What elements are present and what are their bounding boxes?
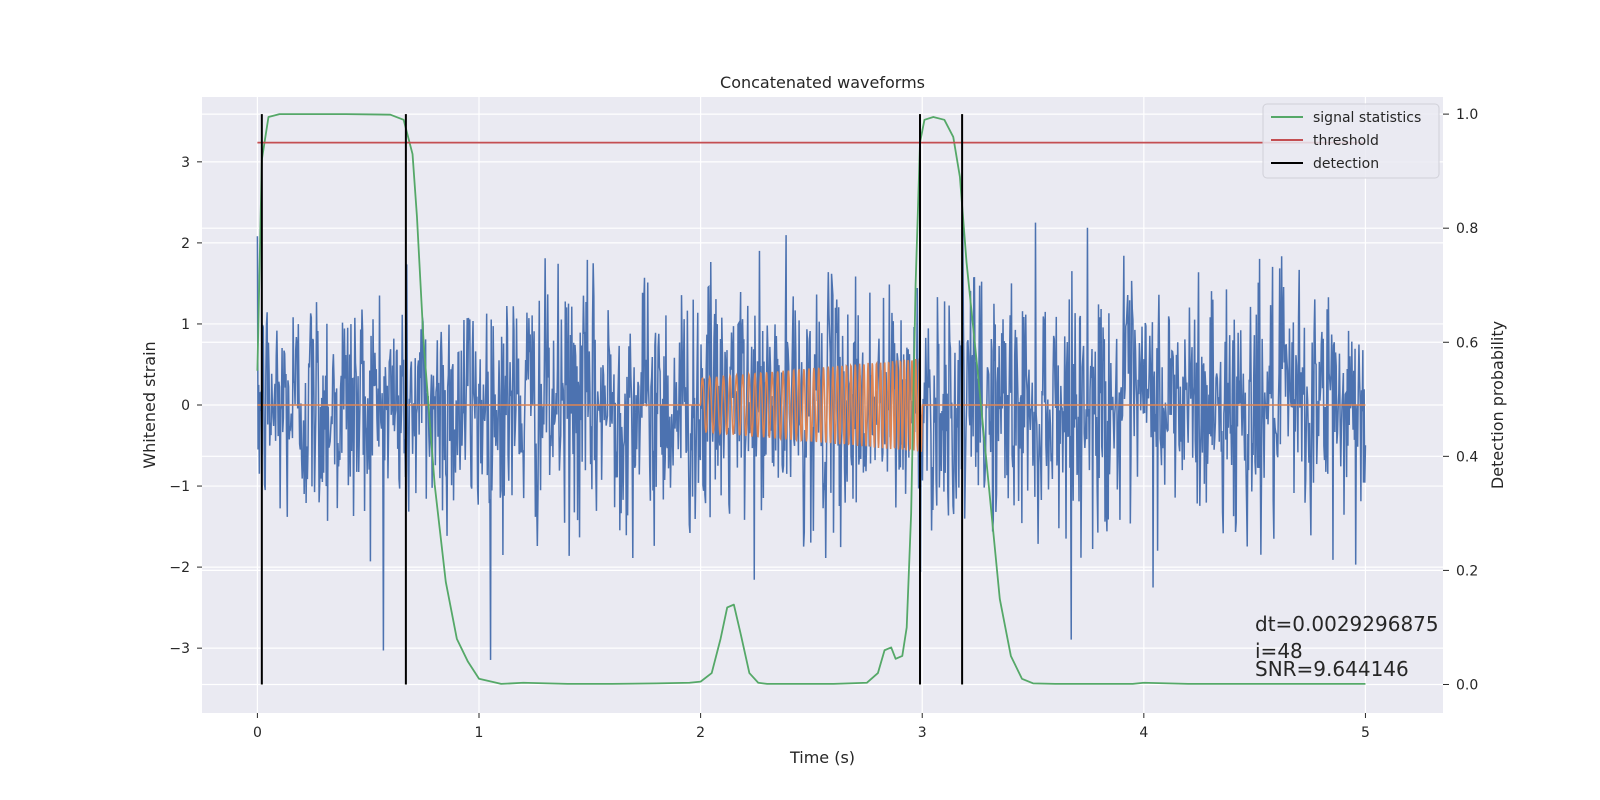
x-tick-label: 5	[1361, 725, 1370, 741]
y-tick-label: −1	[169, 479, 190, 495]
x-axis-title: Time (s)	[789, 748, 855, 767]
legend-label: signal statistics	[1313, 110, 1421, 126]
injected-signal-line	[257, 358, 1366, 452]
y2-tick-label: 0.8	[1456, 221, 1478, 237]
y-tick-label: 2	[181, 236, 190, 252]
x-tick-label: 2	[696, 725, 705, 741]
y-tick-label: 0	[181, 398, 190, 414]
y2-tick-label: 0.0	[1456, 677, 1478, 693]
y2-tick-label: 0.6	[1456, 335, 1478, 351]
annotation-text: dt=0.0029296875	[1255, 612, 1439, 636]
annotation-text: i=48	[1255, 639, 1303, 663]
y2-axis-title: Detection probability	[1488, 321, 1507, 489]
chart-title: Concatenated waveforms	[720, 73, 925, 92]
y-tick-label: −2	[169, 560, 190, 576]
legend-label: detection	[1313, 156, 1379, 172]
x-tick-label: 0	[253, 725, 262, 741]
y-axis-title: Whitened strain	[140, 341, 159, 468]
legend-box	[1262, 103, 1440, 179]
y-tick-label: 1	[181, 317, 190, 333]
plot-area: 0 1 2 3 4 5 −3 −2 −1 0 1 2 3 0.0 0.2 0.4 0.6 0.8 1.0 Concat…	[140, 73, 1507, 767]
y-tick-label: −3	[169, 641, 190, 657]
y-tick-label: 3	[181, 155, 190, 171]
x-tick-label: 3	[918, 725, 927, 741]
annotation-text: SNR=9.644146	[1255, 657, 1409, 681]
legend: signal statistics threshold detection	[1262, 103, 1440, 179]
legend-label: threshold	[1313, 133, 1379, 149]
y2-tick-label: 0.4	[1456, 449, 1478, 465]
y2-tick-label: 0.2	[1456, 563, 1478, 579]
x-tick-label: 1	[475, 725, 484, 741]
x-tick-label: 4	[1139, 725, 1148, 741]
y2-tick-label: 1.0	[1456, 107, 1478, 123]
signal-statistics-line	[256, 113, 1366, 685]
